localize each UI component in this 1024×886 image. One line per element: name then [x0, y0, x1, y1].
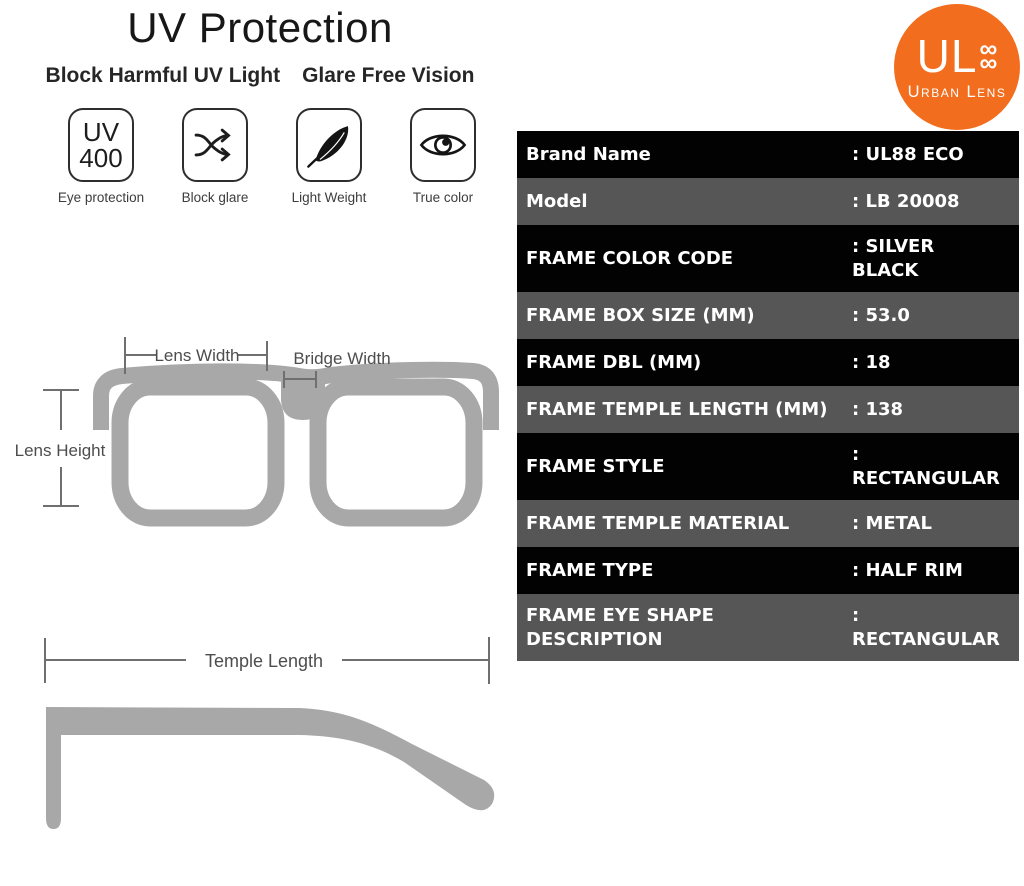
table-row: FRAME STYLE : RECTANGULAR: [517, 433, 1019, 500]
feature-label: Eye protection: [57, 190, 145, 205]
spec-value: : 53.0: [852, 304, 910, 326]
subtitle-glare-free: Glare Free Vision: [302, 64, 475, 87]
uv400-icon: UV 400: [68, 108, 134, 182]
spec-value: : LB 20008: [852, 190, 960, 212]
spec-label: FRAME COLOR CODE: [526, 247, 734, 269]
spec-table: Brand Name : UL88 ECO Model : LB 20008 F…: [517, 131, 1019, 661]
bridge-width-label: Bridge Width: [293, 349, 390, 368]
logo-brand-name: Urban Lens: [907, 82, 1007, 101]
table-row: Model : LB 20008: [517, 178, 1019, 225]
uv400-top-text: UV: [82, 117, 120, 147]
table-row: FRAME DBL (MM) : 18: [517, 339, 1019, 386]
block-glare-icon: [182, 108, 248, 182]
table-row: FRAME BOX SIZE (MM) : 53.0: [517, 292, 1019, 339]
lens-height-dimension: [43, 389, 79, 507]
spec-label: FRAME STYLE: [526, 455, 665, 477]
feature-label: Block glare: [181, 190, 249, 205]
table-row: FRAME TYPE : HALF RIM: [517, 547, 1019, 594]
feature-light-weight: Light Weight: [292, 108, 366, 205]
eye-icon-svg: [419, 134, 467, 156]
left-lens: [111, 378, 285, 527]
table-row: FRAME EYE SHAPE DESCRIPTION : RECTANGULA…: [517, 594, 1019, 661]
spec-label: FRAME BOX SIZE (MM): [526, 304, 755, 326]
infinity-icon: ∞ ∞: [979, 34, 998, 77]
spec-value: : SILVER BLACK: [852, 236, 935, 281]
subtitle-block-harmful: Block Harmful UV Light: [45, 64, 281, 87]
feature-eye-protection: UV 400 Eye protection: [58, 108, 144, 205]
logo-monogram-row: UL ∞ ∞: [917, 33, 998, 79]
eye-icon: [410, 108, 476, 182]
spec-label: FRAME TEMPLE MATERIAL: [526, 512, 790, 534]
spec-value: : METAL: [852, 512, 932, 534]
infinity-glyph-bottom: ∞: [979, 48, 998, 77]
spec-label: FRAME EYE SHAPE DESCRIPTION: [526, 605, 714, 650]
spec-label: FRAME DBL (MM): [526, 351, 702, 373]
spec-value: : HALF RIM: [852, 559, 963, 581]
spec-value: : RECTANGULAR: [852, 605, 1000, 650]
temple-diagram: Temple Length: [44, 637, 495, 829]
feather-icon-svg: [307, 126, 349, 168]
spec-label: Brand Name: [526, 143, 651, 165]
right-lens: [309, 378, 483, 527]
uv400-icon-text: UV 400: [79, 119, 122, 171]
spec-value: : UL88 ECO: [852, 143, 964, 165]
feature-label: Light Weight: [291, 190, 367, 205]
lens-width-label: Lens Width: [154, 346, 239, 365]
feather-icon: [296, 108, 362, 182]
temple-length-label: Temple Length: [205, 651, 323, 671]
spec-value: : RECTANGULAR: [852, 444, 1000, 489]
block-glare-icon-svg: [194, 128, 231, 162]
lens-width-dimension: [124, 337, 268, 374]
uv-protection-title: UV Protection: [127, 4, 393, 51]
feature-label: True color: [412, 190, 474, 205]
urban-lens-logo: UL ∞ ∞ Urban Lens: [894, 4, 1020, 130]
feature-true-color: True color: [410, 108, 476, 205]
infinity-glyph-top: ∞: [979, 34, 998, 63]
uv-subtitle-row: Block Harmful UV Light Glare Free Vision: [0, 64, 520, 88]
glasses-front-diagram: Lens Width Bridge Width Lens Height: [15, 337, 499, 527]
logo-monogram: UL: [916, 29, 978, 82]
table-row: Brand Name : UL88 ECO: [517, 131, 1019, 178]
table-row: FRAME TEMPLE MATERIAL : METAL: [517, 500, 1019, 547]
feature-block-glare: Block glare: [182, 108, 248, 205]
temple-arm-shape: [46, 707, 495, 829]
spec-label: FRAME TEMPLE LENGTH (MM): [526, 398, 828, 420]
uv400-bottom-text: 400: [79, 143, 123, 173]
spec-label: FRAME TYPE: [526, 559, 654, 581]
table-row: FRAME COLOR CODE : SILVER BLACK: [517, 225, 1019, 292]
temple-length-dimension: [44, 637, 490, 684]
bridge-width-dimension: [283, 371, 317, 388]
spec-value: : 18: [852, 351, 891, 373]
spec-label: Model: [526, 190, 588, 212]
spec-value: : 138: [852, 398, 904, 420]
lens-height-label: Lens Height: [15, 441, 106, 460]
table-row: FRAME TEMPLE LENGTH (MM) : 138: [517, 386, 1019, 433]
